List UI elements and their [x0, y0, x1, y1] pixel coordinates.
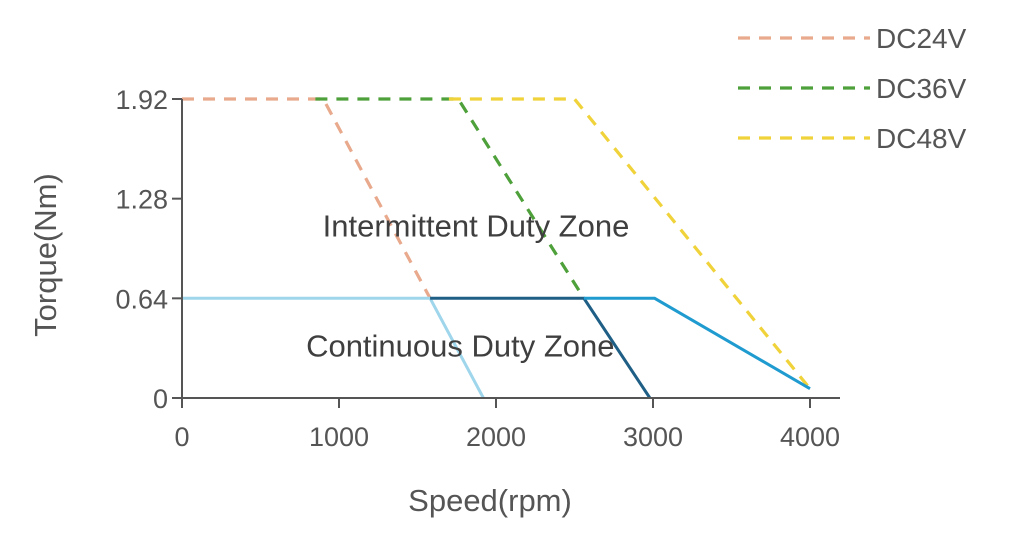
- x-tick-label: 3000: [623, 422, 683, 452]
- x-tick-label: 2000: [466, 422, 526, 452]
- y-tick-label: 1.92: [115, 85, 168, 115]
- legend-label-dc36v: DC36V: [876, 73, 967, 104]
- continuous-zone-label: Continuous Duty Zone: [306, 329, 614, 364]
- legend: DC24V DC36V DC48V: [738, 23, 967, 154]
- dc24v-curve: [182, 97, 432, 300]
- x-tick-label: 0: [174, 422, 189, 452]
- series-6-curve: [583, 296, 811, 390]
- x-axis-title: Speed(rpm): [408, 483, 572, 518]
- dc36v-curve: [315, 97, 586, 300]
- intermittent-zone-label: Intermittent Duty Zone: [323, 209, 630, 244]
- axes-layer: 0 1000 2000 3000 4000 0 0.64 1.28 1.92: [115, 85, 840, 452]
- x-tick-label: 1000: [309, 422, 369, 452]
- y-tick-label: 0.64: [115, 284, 168, 314]
- y-tick-label: 1.28: [115, 185, 168, 215]
- series-layer: [182, 97, 812, 399]
- y-tick-label: 0: [153, 384, 168, 414]
- annotation-layer: Intermittent Duty Zone Continuous Duty Zo…: [306, 209, 629, 364]
- y-axis-title: Torque(Nm): [28, 173, 63, 337]
- x-tick-label: 4000: [780, 422, 840, 452]
- legend-label-dc24v: DC24V: [876, 23, 967, 54]
- legend-label-dc48v: DC48V: [876, 123, 967, 154]
